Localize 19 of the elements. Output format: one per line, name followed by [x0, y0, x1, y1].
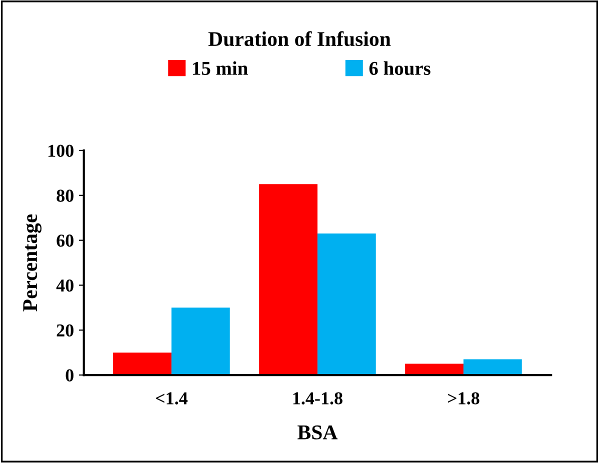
bar [171, 308, 230, 376]
y-tick-label: 100 [48, 144, 74, 157]
bar [113, 352, 172, 376]
x-tick-label: >1.8 [448, 392, 480, 404]
legend-label: 6 hours [369, 61, 430, 76]
x-tick-label: 1.4-1.8 [293, 392, 342, 404]
y-tick-label: 20 [56, 324, 74, 337]
y-tick-label: 0 [66, 369, 74, 382]
y-axis-title: Percentage [23, 214, 42, 312]
x-axis-title: BSA [298, 425, 338, 440]
bar [259, 184, 318, 376]
bar [317, 234, 376, 376]
bar [463, 359, 522, 376]
x-tick-label: <1.4 [156, 392, 188, 404]
y-tick-label: 60 [56, 234, 74, 247]
y-tick-label: 80 [56, 190, 74, 202]
y-tick-label: 40 [56, 279, 74, 292]
legend-label: 15 min [193, 61, 248, 75]
legend-title: Duration of Infusion [208, 31, 391, 46]
